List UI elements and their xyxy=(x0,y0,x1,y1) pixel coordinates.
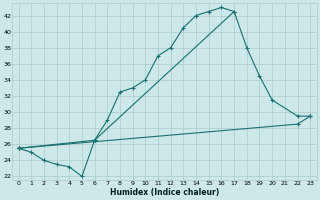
X-axis label: Humidex (Indice chaleur): Humidex (Indice chaleur) xyxy=(110,188,219,197)
